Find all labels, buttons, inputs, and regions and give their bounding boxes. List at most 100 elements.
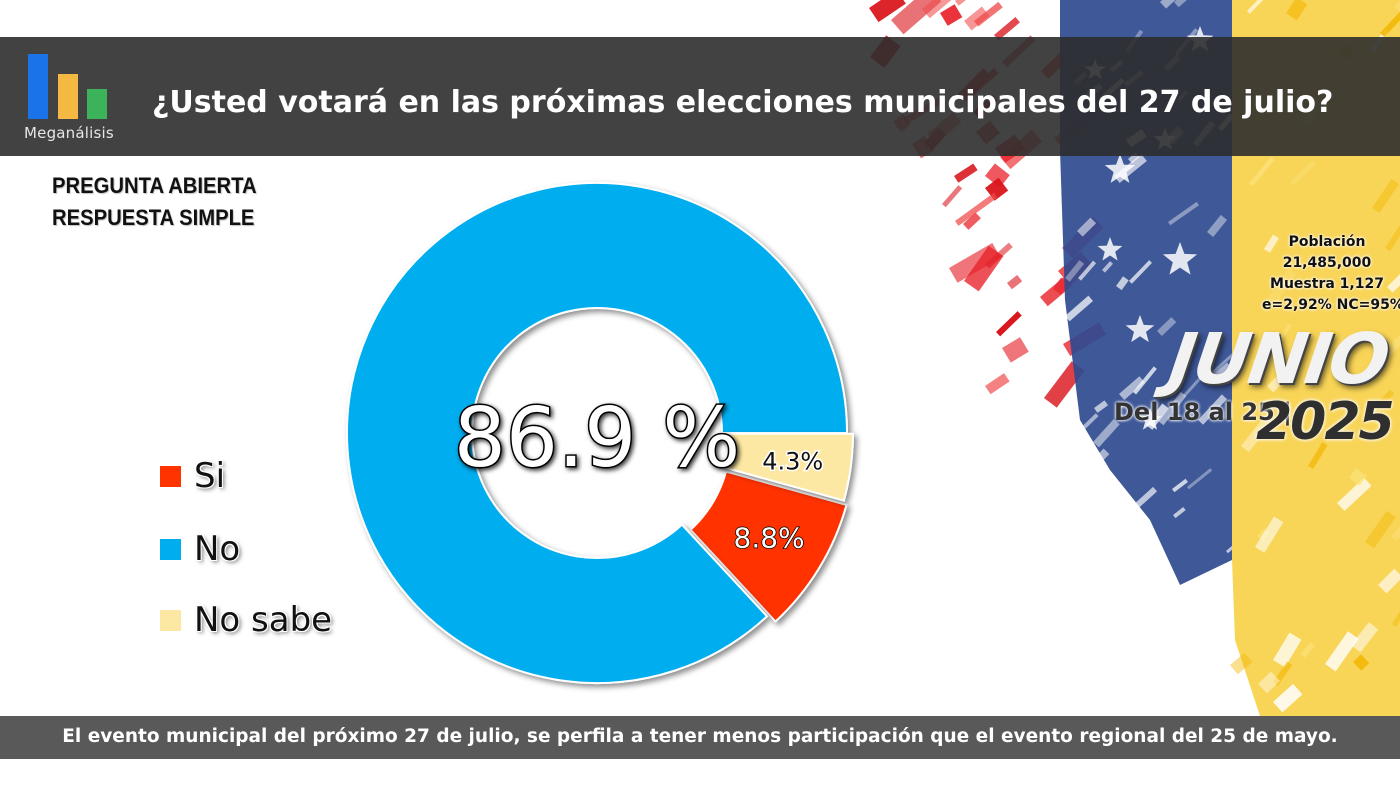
red-stroke bbox=[942, 185, 963, 208]
white-stroke bbox=[1065, 260, 1085, 282]
white-stroke bbox=[1157, 317, 1177, 337]
yellow-stroke bbox=[1353, 654, 1370, 671]
legend-label-no: No bbox=[194, 529, 241, 569]
yellow-stroke bbox=[1290, 159, 1317, 186]
survey-date-range: Del 18 al 25 | bbox=[1114, 398, 1292, 426]
white-stroke bbox=[1078, 260, 1097, 281]
white-stroke bbox=[1119, 376, 1145, 401]
legend-swatch-si bbox=[160, 466, 181, 487]
white-stroke bbox=[1207, 214, 1228, 238]
yellow-stroke bbox=[1319, 330, 1336, 349]
brand-name: Meganálisis bbox=[24, 124, 114, 142]
header-bar: Meganálisis ¿Usted votará en las próxima… bbox=[0, 37, 1400, 156]
white-stroke bbox=[1129, 260, 1153, 284]
question-type: PREGUNTA ABIERTA RESPUESTA SIMPLE bbox=[52, 170, 257, 234]
page-title: ¿Usted votará en las próximas elecciones… bbox=[152, 85, 1334, 120]
white-stroke bbox=[1172, 478, 1188, 493]
slice-no-sabe bbox=[722, 432, 854, 502]
star-shape bbox=[1162, 242, 1198, 275]
red-stroke bbox=[985, 163, 1010, 188]
legend-swatch-no bbox=[160, 539, 181, 560]
yellow-stroke bbox=[1246, 0, 1277, 14]
meganalisis-logo: Meganálisis bbox=[24, 52, 114, 147]
red-stroke bbox=[1001, 337, 1029, 363]
slice-label-no-sabe: 4.3% bbox=[762, 448, 823, 476]
star-shape bbox=[1138, 408, 1162, 430]
yellow-stroke bbox=[1267, 361, 1298, 393]
white-stroke bbox=[1168, 201, 1199, 226]
red-stroke bbox=[1007, 274, 1023, 290]
red-stroke bbox=[954, 163, 978, 183]
sample-size: Muestra 1,127 bbox=[1270, 276, 1384, 292]
slice-si bbox=[689, 470, 848, 623]
slice-label-si: 8.8% bbox=[734, 522, 805, 555]
white-stroke bbox=[1116, 276, 1129, 291]
red-stroke bbox=[922, 0, 969, 19]
red-stroke bbox=[891, 0, 942, 35]
footer-conclusion: El evento municipal del próximo 27 de ju… bbox=[62, 726, 1338, 747]
logo-bar-orange bbox=[58, 74, 78, 119]
yellow-stroke bbox=[1265, 323, 1292, 365]
legend-label-no-sabe: No sabe bbox=[194, 600, 333, 640]
yellow-stroke bbox=[1300, 642, 1316, 659]
white-stroke bbox=[1067, 413, 1099, 444]
yellow-stroke bbox=[1230, 652, 1253, 675]
red-stroke bbox=[954, 192, 998, 226]
white-stroke bbox=[1187, 468, 1213, 490]
yellow-stroke bbox=[1286, 0, 1308, 21]
red-stroke bbox=[963, 212, 981, 230]
white-stroke bbox=[1080, 448, 1110, 479]
white-stroke bbox=[1094, 400, 1109, 413]
yellow-stroke bbox=[1249, 156, 1275, 187]
yellow-stroke bbox=[1265, 268, 1297, 308]
red-stroke bbox=[949, 243, 1001, 283]
yellow-stroke bbox=[1349, 468, 1367, 486]
red-stroke bbox=[940, 4, 963, 26]
star-shape bbox=[1104, 154, 1136, 183]
yellow-stroke bbox=[1365, 510, 1396, 549]
red-stroke bbox=[985, 373, 1010, 395]
red-stroke bbox=[974, 1, 1003, 27]
white-stroke bbox=[1174, 0, 1191, 8]
white-stroke bbox=[1211, 362, 1232, 382]
yellow-stroke bbox=[1264, 234, 1279, 253]
white-stroke bbox=[1077, 217, 1097, 237]
white-stroke bbox=[1160, 0, 1179, 9]
yellow-stroke bbox=[1350, 622, 1379, 653]
yellow-stroke bbox=[1255, 516, 1284, 553]
yellow-stroke bbox=[1251, 355, 1265, 368]
yellow-stroke bbox=[1272, 661, 1293, 686]
population-label: Población bbox=[1288, 234, 1366, 250]
star-shape bbox=[1097, 237, 1123, 261]
white-stroke bbox=[1065, 295, 1093, 322]
white-stroke bbox=[1110, 551, 1120, 562]
white-stroke bbox=[1133, 366, 1157, 395]
white-stroke bbox=[1101, 261, 1114, 273]
red-stroke bbox=[964, 6, 990, 31]
yellow-stroke bbox=[1375, 389, 1395, 409]
question-type-line-1: PREGUNTA ABIERTA bbox=[52, 173, 257, 198]
red-stroke bbox=[869, 0, 906, 23]
question-type-line-2: RESPUESTA SIMPLE bbox=[52, 205, 255, 230]
sample-info: Población 21,485,000 Muestra 1,127 e=2,9… bbox=[1262, 232, 1400, 316]
red-stroke bbox=[994, 17, 1020, 41]
legend-swatch-no-sabe bbox=[160, 610, 181, 631]
yellow-stroke bbox=[1325, 631, 1359, 672]
white-stroke bbox=[1198, 394, 1227, 425]
yellow-stroke bbox=[1377, 568, 1400, 594]
yellow-stroke bbox=[1380, 8, 1400, 38]
logo-bar-blue bbox=[28, 54, 48, 119]
white-stroke bbox=[1157, 391, 1187, 426]
legend-label-si: Si bbox=[194, 456, 226, 496]
yellow-stroke bbox=[1337, 477, 1372, 512]
star-shape bbox=[1125, 315, 1155, 343]
red-stroke bbox=[996, 311, 1022, 337]
survey-year: 2025 bbox=[1256, 392, 1395, 452]
yellow-stroke bbox=[1387, 259, 1400, 293]
population-value: 21,485,000 bbox=[1282, 255, 1372, 271]
white-stroke bbox=[1093, 418, 1120, 448]
yellow-stroke bbox=[1241, 415, 1273, 453]
center-value-label: 86.9 % bbox=[454, 391, 741, 486]
slice-no bbox=[346, 182, 849, 684]
